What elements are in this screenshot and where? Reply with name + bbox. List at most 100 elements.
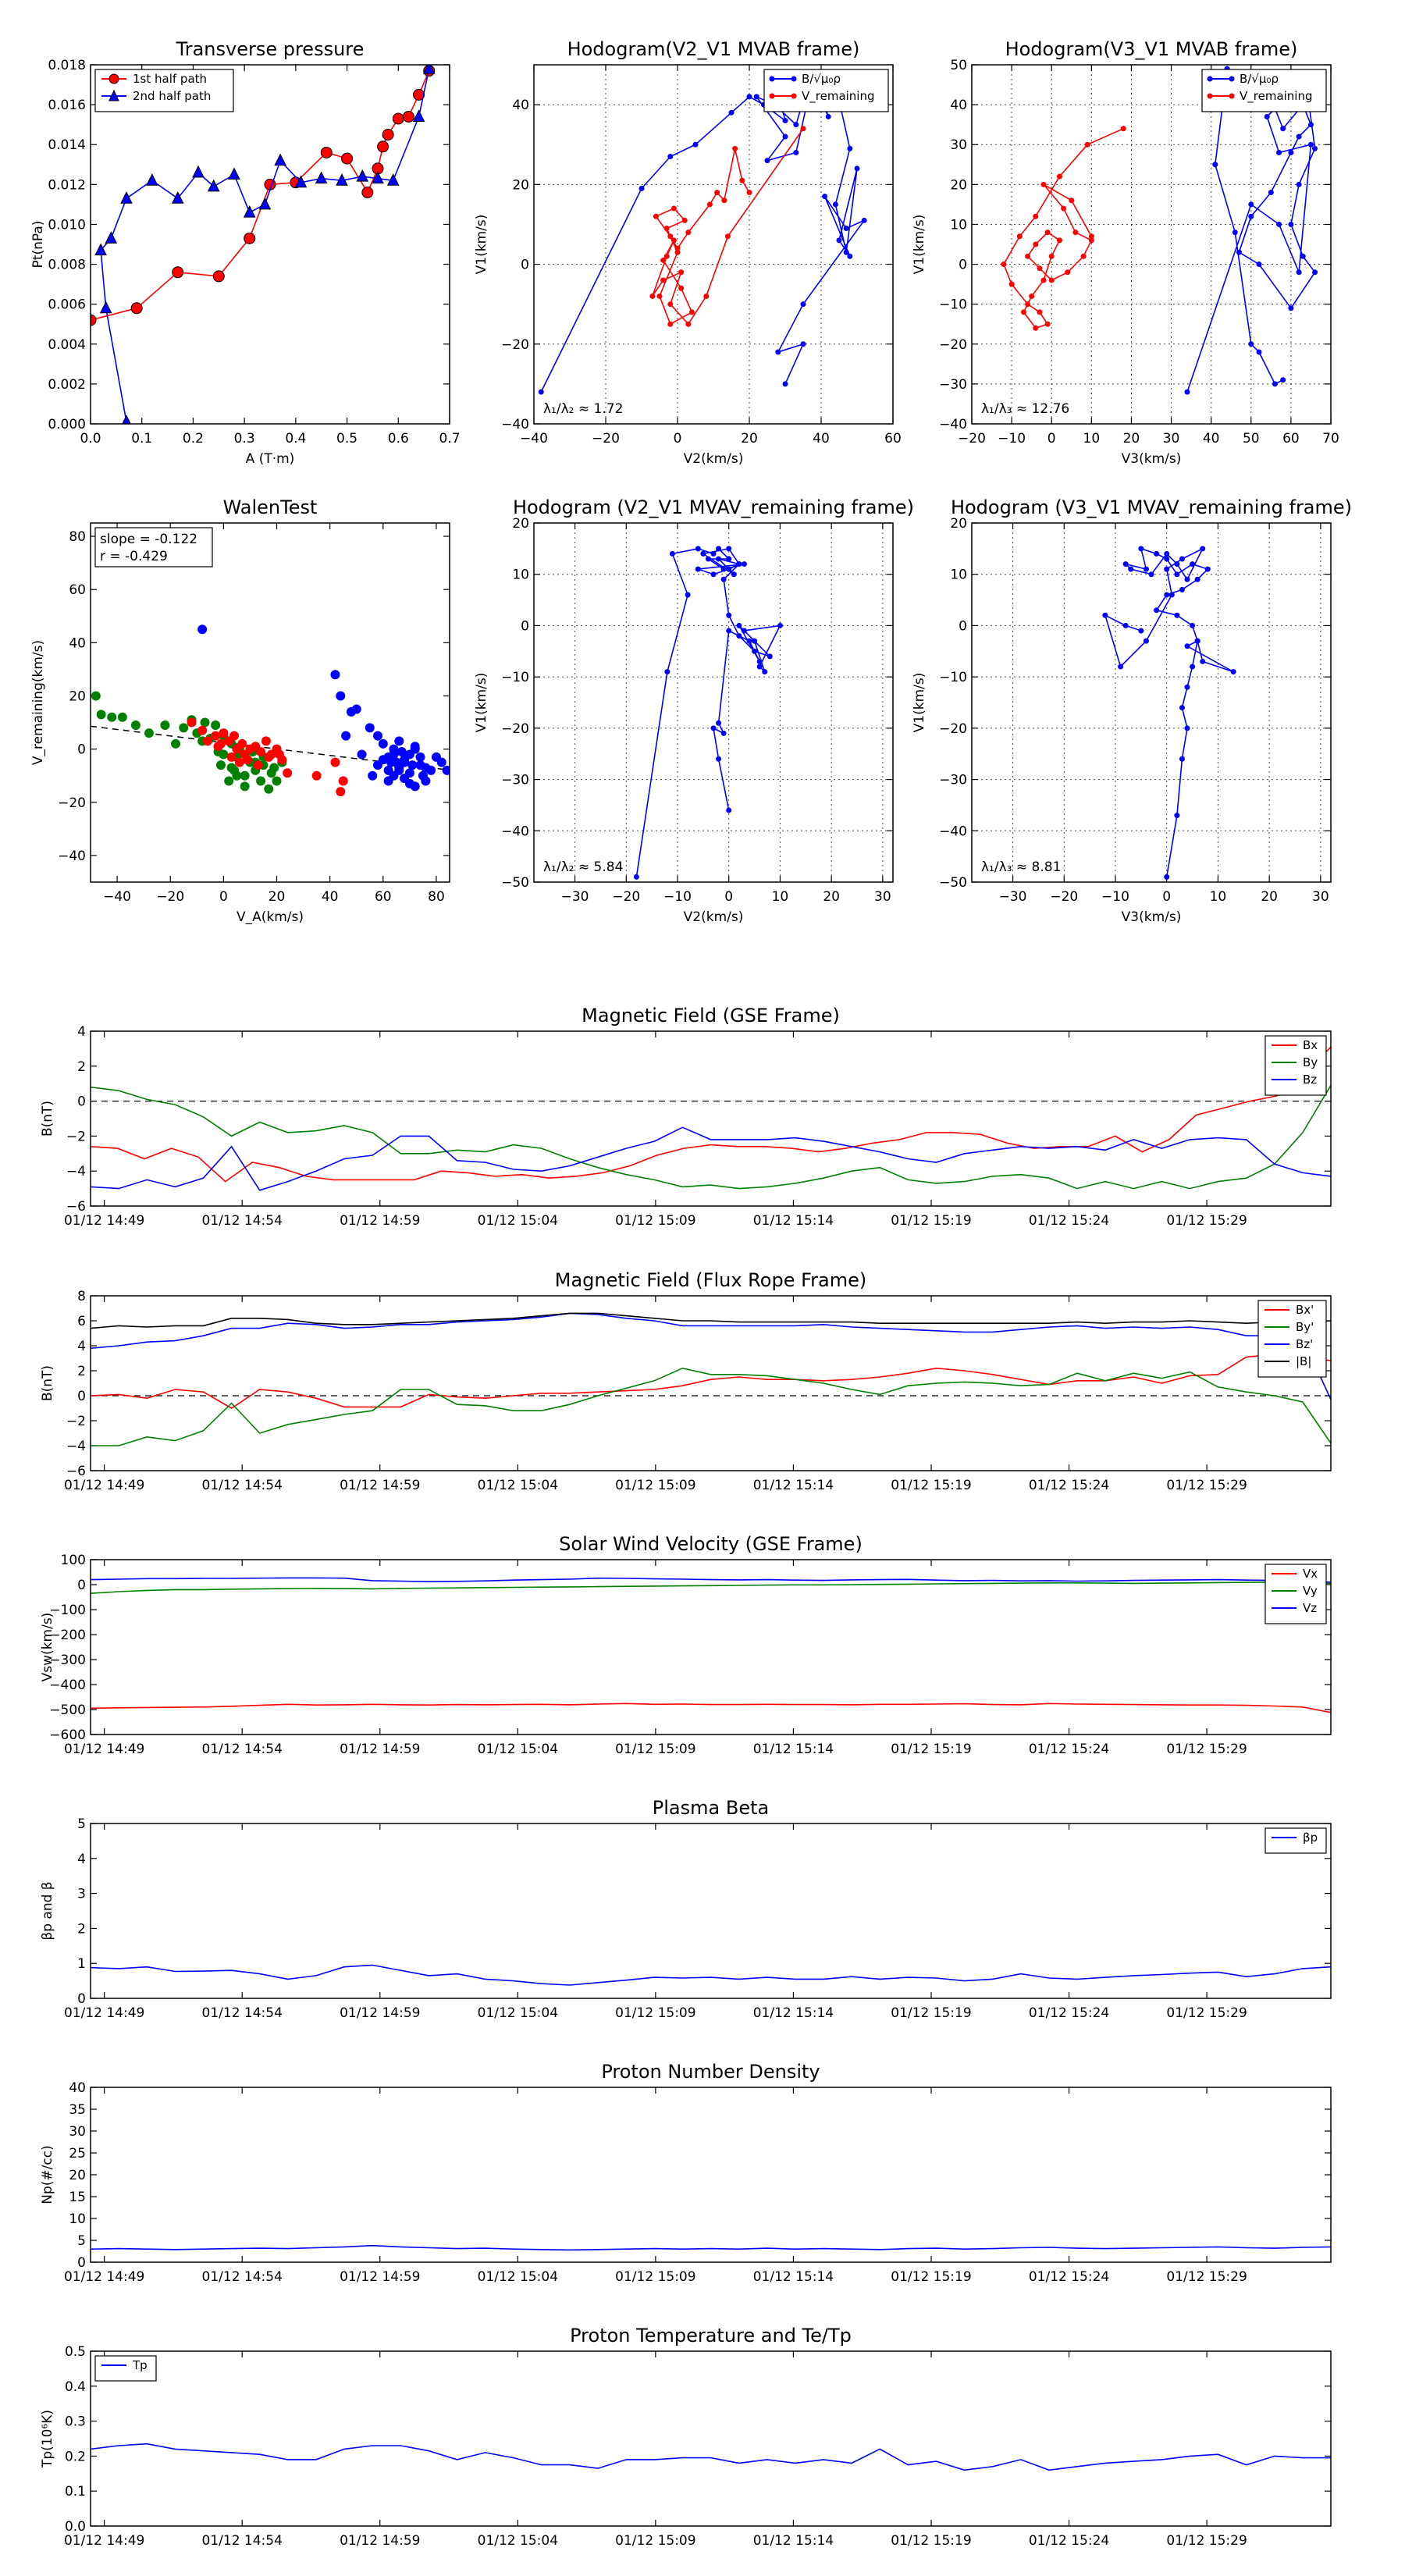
data-point [832,201,838,208]
x-tick-label: 01/12 15:24 [1029,1213,1109,1229]
x-tick-label: 01/12 15:24 [1029,1742,1109,1757]
data-point [243,205,256,218]
data-point [703,293,710,299]
x-tick-label: 01/12 15:04 [478,1478,558,1493]
eigenvalue-ratio-annotation: λ₁/λ₂ ≈ 1.72 [543,401,623,417]
x-tick-label: −30 [561,889,589,905]
data-point [1194,576,1200,582]
data-point [1248,201,1254,208]
legend-entry: By' [1296,1320,1314,1334]
data-point [368,770,378,781]
y-tick-label: 2 [77,1921,86,1937]
y-tick-label: 0.000 [48,417,86,432]
data-point [272,776,282,786]
data-point [1143,638,1149,644]
data-point [264,752,274,762]
legend-entry: Vx [1303,1567,1318,1581]
data-point [283,768,293,778]
data-point [211,720,221,730]
data-point [1179,586,1185,592]
x-axis-label: V2(km/s) [684,451,744,467]
y-tick-label: 0 [959,258,967,273]
y-tick-label: 0.2 [65,2449,86,2464]
x-tick-label: 0.4 [285,431,306,447]
x-tick-label: −20 [958,431,986,447]
y-axis-label: V1(km/s) [912,673,927,733]
chart-h4: Hodogram (V3_V1 MVAV_remaining frame) −50… [912,496,1352,925]
data-point [649,293,656,299]
plot-frame [90,2350,1332,2527]
data-point [716,546,722,552]
data-point [1174,612,1180,618]
series-line-βp [91,1964,1331,1986]
data-point [394,736,404,746]
data-point [777,622,783,628]
y-tick-label: 8 [77,1289,86,1304]
legend-box [1201,69,1327,112]
y-tick-label: 20 [69,2168,86,2183]
data-point [660,277,667,283]
legend: βp [1264,1827,1327,1854]
data-point [726,612,732,618]
data-point [1256,349,1262,355]
x-tick-label: 01/12 15:19 [891,1742,971,1757]
plot-frame [90,1030,1332,1207]
x-tick-label: 80 [428,889,445,905]
data-point [400,757,410,767]
data-point [825,113,831,119]
x-tick-label: −20 [156,889,184,905]
data-point [710,725,717,731]
chart-h3: Hodogram (V2_V1 MVAV_remaining frame) −50… [474,496,914,925]
y-tick-label: 2 [77,1364,86,1379]
series-line-Bx' [91,1354,1331,1409]
data-point [1296,181,1302,187]
data-point [197,624,208,635]
y-tick-label: 35 [69,2102,86,2118]
data-point [130,302,143,315]
data-point [256,776,266,786]
x-tick-label: 0.1 [131,431,152,447]
y-tick-label: −30 [501,773,529,788]
data-point [1296,269,1302,276]
x-tick-label: 01/12 14:49 [64,1478,144,1493]
data-point [1174,571,1180,578]
data-point [1200,658,1206,664]
data-point [1312,145,1318,151]
data-point [726,628,732,634]
data-point [752,638,758,644]
data-point [1184,643,1190,649]
data-point [200,717,210,728]
x-tick-label: 0.7 [439,431,460,447]
data-point [782,133,788,140]
x-tick-label: 01/12 15:29 [1166,1742,1247,1757]
data-point [1179,756,1185,762]
data-point [741,561,747,568]
x-tick-label: −40 [520,431,548,447]
data-point [767,653,773,660]
legend-box [1257,1300,1327,1378]
y-tick-label: 0 [77,1578,86,1593]
data-point [436,757,446,767]
data-point [336,691,346,701]
x-tick-label: 0.3 [234,431,255,447]
data-point [336,173,348,186]
data-point [793,149,799,155]
x-tick-label: 01/12 15:19 [891,2533,971,2549]
data-point [1248,341,1254,347]
data-point [736,633,742,639]
data-point [843,249,849,255]
data-point [1280,126,1286,132]
x-tick-label: 60 [375,889,392,905]
y-tick-label: 0 [521,618,529,634]
data-point [1001,262,1007,268]
x-tick-label: 01/12 15:04 [478,1213,558,1229]
data-point [1179,705,1185,711]
data-point [213,742,223,752]
series-line-2nd half path [100,68,430,422]
series-line-|B| [91,1312,1331,1329]
data-point [171,738,181,749]
data-point [663,253,670,259]
data-point [1118,664,1124,670]
y-tick-label: 30 [69,2124,86,2140]
